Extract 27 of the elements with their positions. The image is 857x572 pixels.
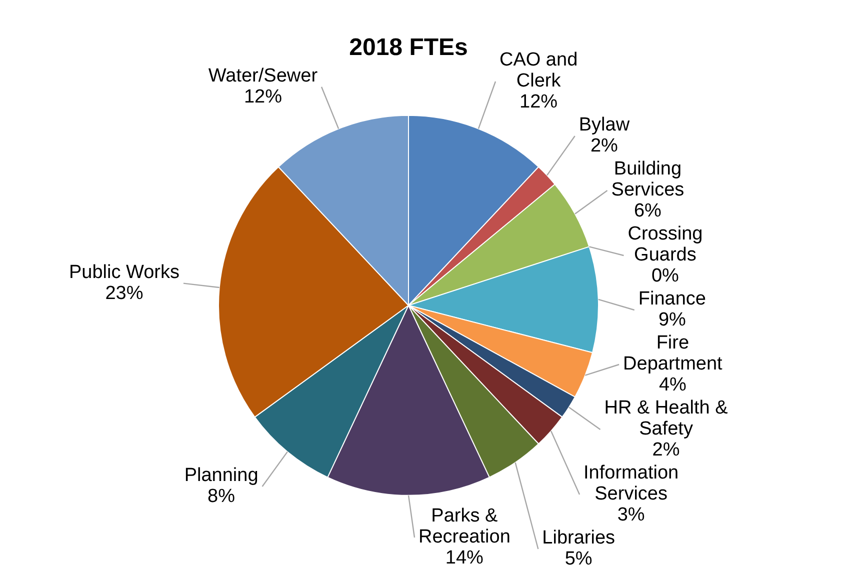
data-label: 4%: [658, 374, 687, 396]
slice-label: Water/Sewer: [208, 66, 318, 87]
slice-label: Libraries: [542, 528, 616, 549]
data-label: 5%: [564, 548, 592, 570]
data-label: 3%: [617, 504, 645, 526]
slice-label: CAO and Clerk: [499, 50, 578, 92]
slice-label: Parks & Recreation: [418, 506, 510, 548]
data-label: 14%: [445, 548, 484, 569]
slice-label: Information Services: [584, 462, 679, 505]
slice-label: HR & Health & Safety: [604, 398, 728, 440]
slice-label: Building Services: [611, 158, 684, 201]
slice-label: Fire Department: [623, 332, 724, 375]
data-label: 12%: [244, 86, 282, 108]
chart-title: 2018 FTEs: [349, 34, 468, 62]
data-label: 2%: [590, 136, 618, 157]
slice-label: Finance: [638, 288, 706, 310]
slice-label: Planning: [184, 465, 258, 486]
data-label: 2%: [652, 440, 680, 461]
legend-label: Crossing Guards: [628, 224, 703, 266]
data-label: 23%: [105, 283, 144, 304]
data-label: 8%: [208, 486, 236, 508]
text: 0%: [651, 266, 679, 287]
data-label: 12%: [520, 92, 558, 113]
data-label: 6%: [634, 200, 662, 222]
slice-label: Public Works: [68, 262, 180, 284]
slice-label: Bylaw: [578, 114, 630, 136]
data-label: 9%: [658, 310, 686, 331]
